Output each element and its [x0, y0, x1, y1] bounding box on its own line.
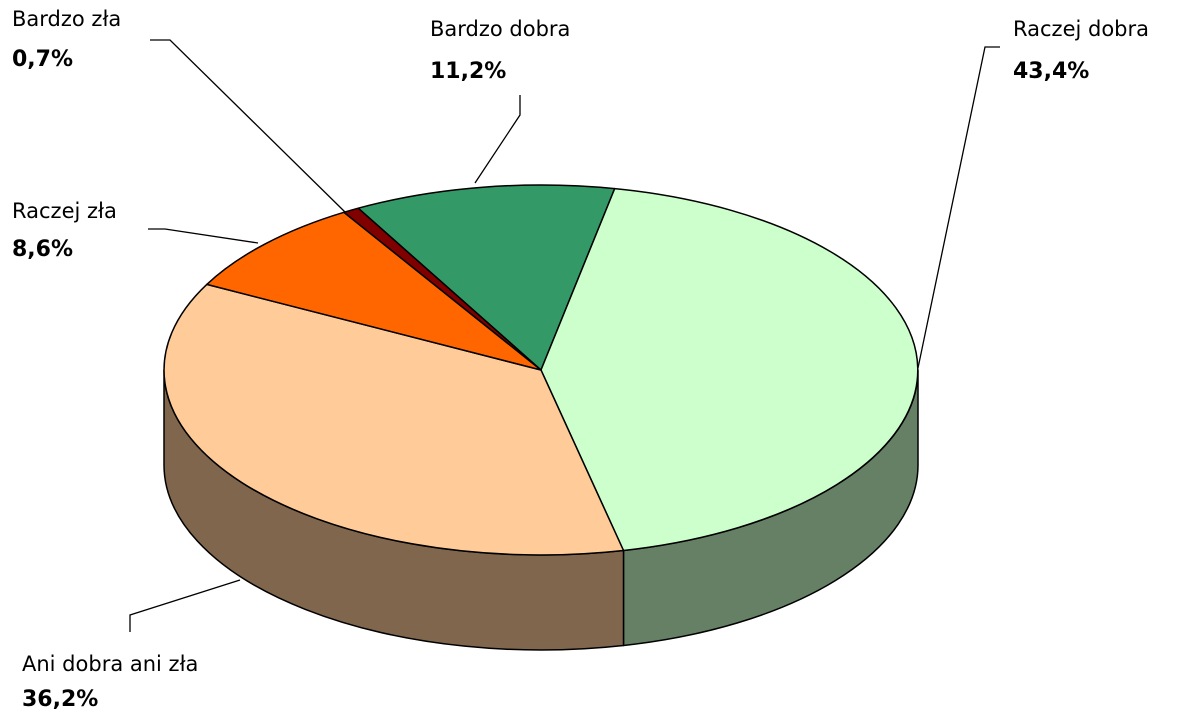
category-label: Raczej zła [12, 199, 117, 223]
leader-line [150, 39, 346, 213]
value-label: 11,2% [430, 59, 506, 84]
slice [163, 283, 625, 556]
leader-line [474, 95, 521, 184]
category-label: Raczej dobra [1013, 17, 1149, 41]
slice [343, 207, 542, 371]
category-label: Bardzo dobra [430, 17, 570, 41]
value-label: 43,4% [1013, 59, 1089, 84]
category-label: Ani dobra ani zła [22, 652, 198, 676]
leader-line [917, 46, 1000, 369]
value-label: 8,6% [12, 237, 73, 262]
slice [357, 184, 616, 371]
value-label: 36,2% [22, 687, 98, 712]
value-label: 0,7% [12, 47, 73, 72]
leader-line [148, 228, 259, 244]
leader-line [129, 579, 241, 632]
category-label: Bardzo zła [12, 7, 121, 31]
slice [206, 211, 542, 371]
